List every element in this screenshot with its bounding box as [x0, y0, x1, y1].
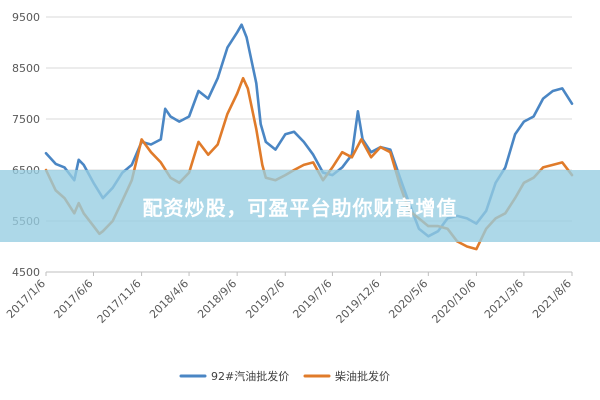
x-tick-label: 2017/6/6 — [51, 277, 95, 321]
x-tick-label: 2018/4/6 — [147, 277, 191, 321]
x-tick-label: 2017/1/6 — [4, 277, 48, 321]
x-tick-label: 2021/8/6 — [530, 277, 574, 321]
promo-banner: 配资炒股，可盈平台助你财富增值 — [0, 170, 600, 242]
x-axis — [45, 271, 573, 276]
y-tick-label: 8500 — [12, 62, 40, 75]
banner-text: 配资炒股，可盈平台助你财富增值 — [142, 195, 458, 220]
x-tick-label: 2020/5/6 — [386, 277, 430, 321]
y-tick-label: 7500 — [12, 113, 40, 126]
y-tick-label: 9500 — [12, 11, 40, 24]
x-tick-labels: 2017/1/6 2017/6/6 2017/11/6 2018/4/6 2018/9/… — [4, 277, 574, 326]
x-tick-label: 2018/9/6 — [195, 277, 239, 321]
x-tick-label: 2019/12/6 — [334, 277, 383, 326]
legend-label: 92#汽油批发价 — [211, 369, 289, 383]
y-tick-label: 4500 — [12, 266, 40, 279]
x-tick-label: 2021/3/6 — [482, 277, 526, 321]
x-tick-label: 2020/10/6 — [429, 277, 478, 326]
x-tick-label: 2019/2/6 — [243, 277, 287, 321]
x-tick-label: 2017/11/6 — [95, 277, 144, 326]
legend-label: 柴油批发价 — [335, 369, 390, 383]
x-tick-label: 2019/7/6 — [290, 277, 334, 321]
legend: 92#汽油批发价 柴油批发价 — [179, 369, 390, 383]
